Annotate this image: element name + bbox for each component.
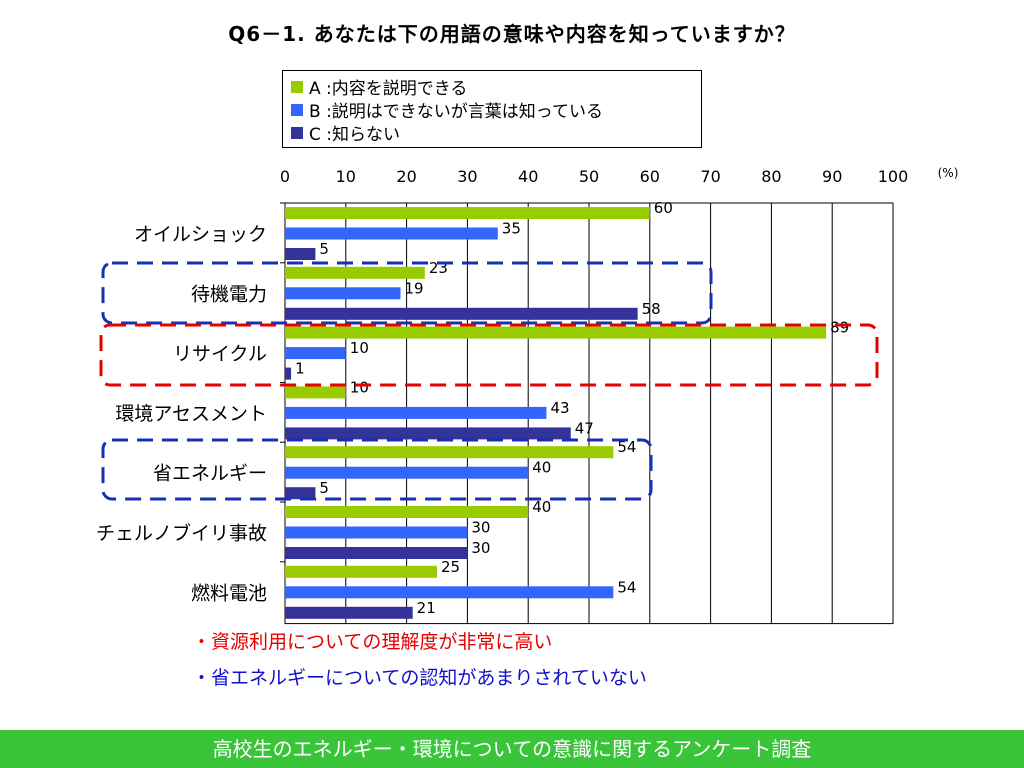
data-label: 10 xyxy=(350,339,369,357)
note-blue: ・省エネルギーについての認知があまりされていない xyxy=(192,667,647,689)
bar xyxy=(285,606,413,619)
bar xyxy=(285,506,529,518)
highlight-box xyxy=(99,323,879,387)
legend-item-c: C :知らない xyxy=(291,121,701,145)
legend-swatch-b xyxy=(291,103,303,116)
category-label: チェルノブイリ事故 xyxy=(96,522,267,545)
legend-item-b: B :説明はできないが言葉は知っている xyxy=(291,98,701,122)
data-label: 1 xyxy=(295,360,305,378)
data-label: 21 xyxy=(417,599,436,617)
chart-legend: A :内容を説明できる B :説明はできないが言葉は知っている C :知らない xyxy=(282,70,702,148)
highlight-box xyxy=(101,261,713,325)
bar xyxy=(285,547,468,559)
bar xyxy=(285,326,827,339)
data-label: 58 xyxy=(642,300,661,318)
data-label: 60 xyxy=(654,199,673,217)
legend-label-c: C :知らない xyxy=(309,125,401,145)
bar xyxy=(285,207,650,219)
legend-label-b: B :説明はできないが言葉は知っている xyxy=(309,102,603,122)
bar xyxy=(285,565,437,578)
category-label: 環境アセスメント xyxy=(115,403,267,425)
x-tick-label: 100 xyxy=(878,167,909,186)
category-label: 燃料電池 xyxy=(191,582,267,604)
bar xyxy=(285,347,346,360)
x-tick-label: 20 xyxy=(396,167,416,186)
x-tick-label: 90 xyxy=(822,167,842,186)
bar xyxy=(285,446,614,459)
data-label: 10 xyxy=(350,378,369,396)
highlight-box xyxy=(101,438,653,501)
unit-label: (%) xyxy=(938,166,959,180)
bar xyxy=(285,586,614,599)
data-label: 40 xyxy=(532,459,551,477)
bar xyxy=(285,466,529,479)
data-label: 89 xyxy=(830,319,849,337)
data-label: 30 xyxy=(471,539,490,557)
bar xyxy=(285,487,316,500)
data-label: 19 xyxy=(405,279,424,297)
data-label: 35 xyxy=(502,220,521,238)
note-red: ・資源利用についての理解度が非常に高い xyxy=(192,631,553,653)
data-label: 25 xyxy=(441,558,460,576)
legend-label-a: A :内容を説明できる xyxy=(309,79,468,99)
bar xyxy=(285,287,401,300)
bar xyxy=(285,427,571,440)
x-tick-label: 10 xyxy=(336,167,356,186)
bar xyxy=(285,367,292,380)
bar xyxy=(285,266,425,279)
category-label: 省エネルギー xyxy=(153,463,267,485)
data-label: 5 xyxy=(319,240,329,258)
bar xyxy=(285,307,638,320)
x-tick-label: 0 xyxy=(280,167,290,186)
bar xyxy=(285,227,498,240)
data-label: 54 xyxy=(617,578,636,596)
category-label: リサイクル xyxy=(173,343,267,365)
x-tick-label: 80 xyxy=(761,167,781,186)
category-label: オイルショック xyxy=(134,224,267,246)
x-tick-label: 60 xyxy=(640,167,660,186)
data-label: 40 xyxy=(532,498,551,516)
data-label: 47 xyxy=(575,419,594,437)
footer-banner: 高校生のエネルギー・環境についての意識に関するアンケート調査 xyxy=(0,730,1024,768)
legend-swatch-a xyxy=(291,80,303,93)
x-tick-label: 50 xyxy=(579,167,599,186)
legend-swatch-c xyxy=(291,126,303,139)
bar xyxy=(285,248,316,260)
legend-item-a: A :内容を説明できる xyxy=(291,75,701,99)
bar xyxy=(285,526,468,539)
data-label: 43 xyxy=(550,399,569,417)
data-label: 54 xyxy=(617,438,636,456)
bar xyxy=(285,406,547,419)
x-tick-label: 30 xyxy=(457,167,477,186)
data-label: 5 xyxy=(319,479,329,497)
x-tick-label: 40 xyxy=(518,167,538,186)
page-title: Q6－1. あなたは下の用語の意味や内容を知っていますか？ xyxy=(228,22,796,46)
bar xyxy=(285,386,346,399)
data-label: 30 xyxy=(471,519,490,537)
x-tick-label: 70 xyxy=(700,167,720,186)
category-label: 待機電力 xyxy=(191,283,267,305)
